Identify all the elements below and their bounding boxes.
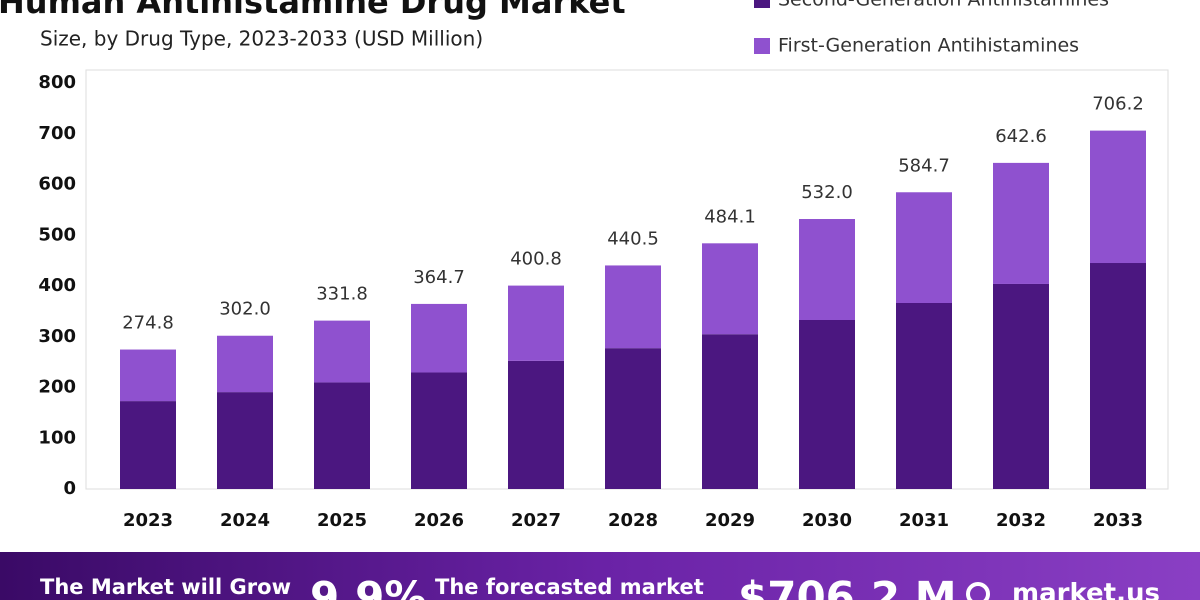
y-tick-label: 300 bbox=[38, 326, 76, 347]
total-label: 302.0 bbox=[219, 299, 271, 320]
total-label: 706.2 bbox=[1092, 94, 1144, 115]
bar-segment bbox=[120, 401, 176, 489]
x-tick-label: 2024 bbox=[220, 510, 270, 531]
bar-segment bbox=[1090, 130, 1146, 264]
total-label: 532.0 bbox=[801, 182, 853, 203]
total-label: 584.7 bbox=[898, 155, 950, 176]
footer-grow: The Market will Grow bbox=[40, 575, 291, 599]
footer-cagr: 9.9% bbox=[310, 573, 426, 600]
bar-segment bbox=[411, 372, 467, 489]
bar-segment bbox=[993, 283, 1049, 489]
bar-segment bbox=[508, 360, 564, 489]
bar-segment bbox=[314, 382, 370, 489]
footer-value: $706.2 M bbox=[738, 573, 957, 600]
total-label: 440.5 bbox=[607, 228, 659, 249]
total-label: 400.8 bbox=[510, 249, 562, 270]
bar-segment bbox=[120, 349, 176, 402]
total-label: 364.7 bbox=[413, 267, 465, 288]
footer-banner bbox=[0, 552, 1200, 600]
bar-segment bbox=[508, 285, 564, 361]
bar-segment bbox=[605, 348, 661, 489]
legend-swatch bbox=[754, 0, 770, 8]
bar-segment bbox=[702, 243, 758, 335]
y-tick-label: 700 bbox=[38, 123, 76, 144]
x-tick-label: 2033 bbox=[1093, 510, 1143, 531]
footer-brand: market.us bbox=[1012, 579, 1160, 600]
total-label: 274.8 bbox=[122, 313, 174, 334]
x-tick-label: 2032 bbox=[996, 510, 1046, 531]
bar-segment bbox=[799, 320, 855, 489]
x-tick-label: 2030 bbox=[802, 510, 852, 531]
chart-subtitle: Size, by Drug Type, 2023-2033 (USD Milli… bbox=[40, 27, 483, 51]
y-tick-label: 200 bbox=[38, 377, 76, 398]
y-tick-label: 0 bbox=[63, 478, 76, 499]
x-tick-label: 2023 bbox=[123, 510, 173, 531]
x-tick-label: 2028 bbox=[608, 510, 658, 531]
total-label: 642.6 bbox=[995, 126, 1047, 147]
x-tick-label: 2029 bbox=[705, 510, 755, 531]
bar-segment bbox=[314, 320, 370, 383]
y-tick-label: 800 bbox=[38, 72, 76, 93]
bar-segment bbox=[605, 265, 661, 349]
bar-segment bbox=[702, 334, 758, 489]
y-tick-label: 100 bbox=[38, 427, 76, 448]
x-tick-label: 2025 bbox=[317, 510, 367, 531]
total-label: 331.8 bbox=[316, 284, 368, 305]
legend-swatch bbox=[754, 38, 770, 54]
legend-label: Second-Generation Antihistamines bbox=[778, 0, 1109, 11]
y-tick-label: 500 bbox=[38, 224, 76, 245]
bar-segment bbox=[799, 219, 855, 321]
bar-segment bbox=[1090, 263, 1146, 489]
bar-segment bbox=[217, 392, 273, 489]
bar-segment bbox=[993, 162, 1049, 284]
chart-title: Human Antihistamine Drug Market bbox=[0, 0, 626, 21]
legend-label: First-Generation Antihistamines bbox=[778, 35, 1079, 57]
x-tick-label: 2027 bbox=[511, 510, 561, 531]
footer-forecast: The forecasted market bbox=[435, 575, 704, 599]
x-tick-label: 2026 bbox=[414, 510, 464, 531]
bar-segment bbox=[411, 303, 467, 373]
bar-segment bbox=[896, 192, 952, 304]
y-tick-label: 400 bbox=[38, 275, 76, 296]
total-label: 484.1 bbox=[704, 206, 756, 227]
brand-logo bbox=[966, 582, 990, 600]
x-tick-label: 2031 bbox=[899, 510, 949, 531]
bar-segment bbox=[217, 335, 273, 393]
bar-segment bbox=[896, 303, 952, 489]
y-tick-label: 600 bbox=[38, 174, 76, 195]
